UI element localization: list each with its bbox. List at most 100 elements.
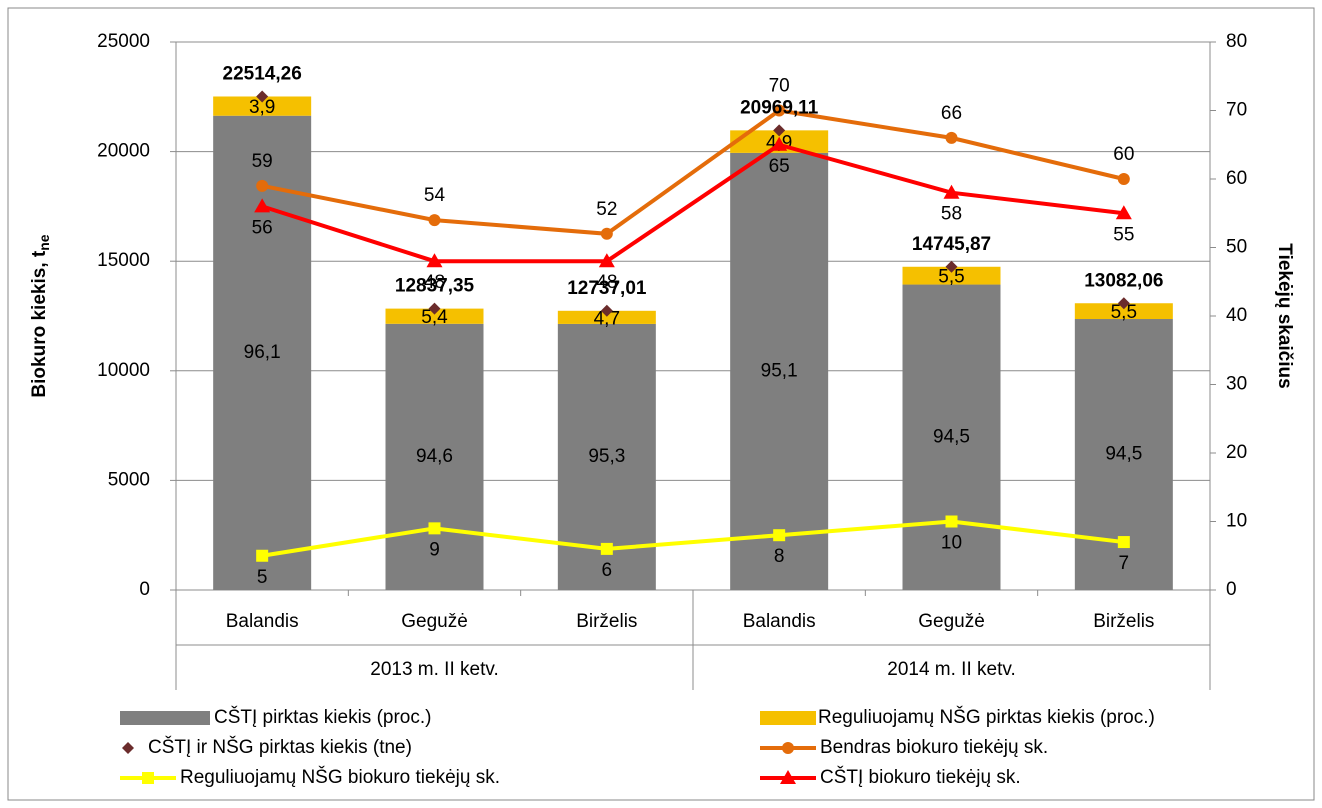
y-tick-label: 25000 xyxy=(97,31,150,52)
bar-segment xyxy=(385,323,484,590)
y-axis-title-sub: ne xyxy=(36,234,52,251)
x-tick-label: Balandis xyxy=(226,611,299,632)
line-value-label: 66 xyxy=(941,103,962,124)
bar-segment xyxy=(213,96,312,116)
x-tick-label: Gegužė xyxy=(401,611,468,632)
bar-segment xyxy=(730,152,829,590)
y2-tick-label: 30 xyxy=(1226,374,1247,395)
total-marker xyxy=(600,304,613,317)
line-marker xyxy=(943,184,960,199)
legend-swatch xyxy=(120,711,210,725)
line-series xyxy=(261,108,1125,236)
line-marker xyxy=(256,179,269,192)
line-marker xyxy=(428,522,441,535)
line-value-label: 10 xyxy=(941,533,962,554)
bar-value-label: 5,4 xyxy=(421,307,448,328)
bar-value-label: 95,3 xyxy=(588,446,625,467)
bar-value-label: 94,5 xyxy=(933,426,970,447)
total-marker xyxy=(945,260,958,273)
legend-marker xyxy=(122,742,134,754)
line-marker xyxy=(600,542,613,555)
line-marker xyxy=(773,529,786,542)
bar-value-label: 94,5 xyxy=(1105,444,1142,465)
y-tick-label: 5000 xyxy=(108,469,150,490)
y2-tick-label: 80 xyxy=(1226,31,1247,52)
line-marker xyxy=(773,104,786,117)
total-marker xyxy=(256,90,269,103)
line-value-label: 8 xyxy=(774,546,785,567)
bar-value-label: 3,9 xyxy=(249,97,275,118)
line-value-label: 52 xyxy=(596,199,617,220)
bar-segment xyxy=(557,310,656,324)
group-label: 2014 m. II ketv. xyxy=(887,659,1015,680)
x-tick-label: Birželis xyxy=(1093,611,1154,632)
line-value-label: 54 xyxy=(424,185,446,206)
y2-axis-title: Tiekėjų skaičius xyxy=(1274,243,1295,388)
x-tick-label: Birželis xyxy=(576,611,637,632)
y2-tick-label: 40 xyxy=(1226,305,1247,326)
legend-label: CŠTĮ pirktas kiekis (proc.) xyxy=(214,706,431,728)
line-marker xyxy=(598,253,615,268)
total-label: 14745,87 xyxy=(912,234,991,255)
bar-value-label: 4,7 xyxy=(594,308,620,329)
line-marker xyxy=(256,549,269,562)
line-marker xyxy=(428,214,441,227)
total-label: 22514,26 xyxy=(223,64,302,85)
line-series xyxy=(261,142,1125,264)
x-tick-label: Balandis xyxy=(743,611,816,632)
line-marker xyxy=(1115,205,1132,220)
bar-value-label: 95,1 xyxy=(761,360,798,381)
bar-segment xyxy=(902,284,1001,590)
y-tick-label: 0 xyxy=(139,579,150,600)
bar-value-label: 5,5 xyxy=(938,267,964,288)
legend-label: Bendras biokuro tiekėjų sk. xyxy=(820,737,1048,758)
y-tick-label: 15000 xyxy=(97,250,150,271)
bar-segment xyxy=(385,308,484,324)
bar-value-label: 94,6 xyxy=(416,446,453,467)
y2-tick-label: 50 xyxy=(1226,237,1247,258)
total-label: 20969,11 xyxy=(740,97,819,118)
line-value-label: 56 xyxy=(252,217,273,238)
legend-label: CŠTĮ ir NŠG pirktas kiekis (tne) xyxy=(148,736,412,758)
bar-value-label: 96,1 xyxy=(244,342,281,363)
line-marker xyxy=(945,131,958,144)
line-value-label: 9 xyxy=(429,539,440,560)
line-value-label: 60 xyxy=(1113,144,1134,165)
bar-value-label: 5,5 xyxy=(1111,302,1137,323)
legend-swatch xyxy=(760,711,816,725)
bar-segment xyxy=(902,266,1001,285)
line-value-label: 70 xyxy=(769,76,790,97)
total-label: 13082,06 xyxy=(1084,270,1163,291)
total-marker xyxy=(1117,297,1130,310)
total-label: 12737,01 xyxy=(567,278,647,299)
line-value-label: 58 xyxy=(941,204,962,225)
line-value-label: 65 xyxy=(769,156,790,177)
line-marker xyxy=(1117,536,1130,549)
legend-marker xyxy=(780,770,796,784)
y-axis-title: Biokuro kiekis, tne xyxy=(29,234,52,397)
legend-label: Reguliuojamų NŠG pirktas kiekis (proc.) xyxy=(818,706,1155,728)
line-value-label: 48 xyxy=(596,272,617,293)
group-label: 2013 m. II ketv. xyxy=(370,659,498,680)
y2-tick-label: 70 xyxy=(1226,100,1247,121)
y2-tick-label: 20 xyxy=(1226,442,1247,463)
total-label: 12837,35 xyxy=(395,276,475,297)
line-marker xyxy=(1117,173,1130,185)
line-value-label: 48 xyxy=(424,272,445,293)
bar-segment xyxy=(213,115,312,591)
line-marker xyxy=(945,515,958,528)
legend-marker xyxy=(142,772,154,784)
y-tick-label: 20000 xyxy=(97,141,150,162)
total-marker xyxy=(773,124,786,137)
bar-segment xyxy=(1074,303,1173,320)
line-marker xyxy=(600,227,613,240)
line-value-label: 5 xyxy=(257,567,268,588)
line-marker xyxy=(771,136,788,151)
line-value-label: 59 xyxy=(252,151,273,172)
total-marker xyxy=(428,302,441,315)
y-tick-label: 10000 xyxy=(97,360,150,381)
y2-tick-label: 60 xyxy=(1226,168,1247,189)
legend-marker xyxy=(782,742,794,754)
line-value-label: 55 xyxy=(1113,224,1134,245)
